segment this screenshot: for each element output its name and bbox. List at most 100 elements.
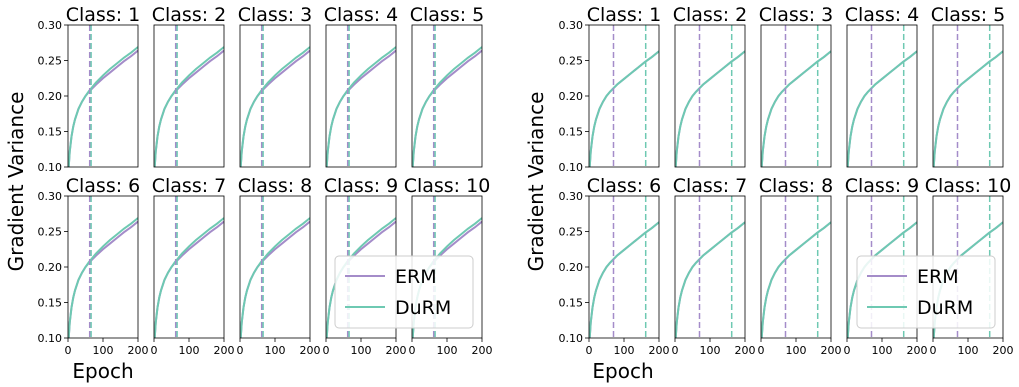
p0-class2-frame [153,24,225,168]
p0-legend-durm-label: DuRM [395,297,451,319]
p0-class8-erm-line [240,220,310,338]
p0-class1-frame [67,24,139,168]
p0-class6-ytick-label-3: 0.25 [38,226,63,239]
p1-class9-xtick-label-0: 0 [844,344,851,357]
p0-class1-ytick-label-1: 0.15 [38,126,63,139]
p0-class9-xtick-label-0: 0 [323,344,330,357]
p0-class1-durm-line [68,46,138,167]
p1-class1-ytick-label-4: 0.30 [559,19,584,32]
p0-class1-title: Class: 1 [66,4,141,26]
p1-class8-xtick-label-2: 200 [821,344,842,357]
p1-class6-frame [588,195,660,339]
p1-class10-xtick-label-0: 0 [930,344,937,357]
p0-class3-title: Class: 3 [238,4,313,26]
p0-class1-ytick-label-0: 0.10 [38,161,63,174]
p0-class6-ytick-label-0: 0.10 [38,332,63,345]
p0-class7-frame [153,195,225,339]
p1-class9-xtick-label-2: 200 [907,344,928,357]
p0-class4-durm-line [326,46,396,167]
p1-x-axis-label: Epoch [592,359,653,383]
p0-class4-erm-line [326,49,396,167]
p1-class8-erm-line [761,221,831,338]
p0-class10-xtick-label-0: 0 [409,344,416,357]
p0-class5-frame [411,24,483,168]
p1-class7-xtick-label-0: 0 [672,344,679,357]
p1-class2-durm-line [675,50,745,167]
p0-class10-title: Class: 10 [404,175,491,197]
p0-class10-xtick-label-1: 100 [437,344,458,357]
p1-class4-frame [846,24,918,168]
p0-class3-frame [239,24,311,168]
p0-class2-erm-line [154,49,224,167]
p1-class3-erm-line [761,50,831,167]
p1-class6-erm-line [589,221,659,338]
p0-class5-title: Class: 5 [410,4,485,26]
p1-class9-title: Class: 9 [845,175,920,197]
p0-class6-title: Class: 6 [66,175,141,197]
p1-class1-title: Class: 1 [587,4,662,26]
p0-class6-xtick-label-1: 100 [93,344,114,357]
p1-class7-xtick-label-1: 100 [700,344,721,357]
p1-class8-durm-line [761,221,831,338]
p0-y-axis-label: Gradient Variance [4,92,28,272]
p1-legend-durm-label: DuRM [917,297,973,319]
p1-class5-erm-line [933,50,1003,167]
p1-class6-ytick-label-3: 0.25 [559,226,584,239]
p1-class1-ytick-label-1: 0.15 [559,126,584,139]
p1-class2-frame [674,24,746,168]
p1-class3-frame [760,24,832,168]
p0-class6-erm-line [68,220,138,338]
p0-class7-xtick-label-1: 100 [179,344,200,357]
p0-class6-durm-line [68,217,138,338]
p0-class6-ytick-label-1: 0.15 [38,297,63,310]
p1-class6-ytick-label-1: 0.15 [559,297,584,310]
p0-class5-durm-line [412,46,482,167]
p1-class6-title: Class: 6 [587,175,662,197]
p1-class6-xtick-label-1: 100 [614,344,635,357]
p1-y-axis-label: Gradient Variance [524,92,548,272]
p1-class10-xtick-label-2: 200 [993,344,1014,357]
p1-class6-ytick-label-4: 0.30 [559,190,584,203]
p0-class2-title: Class: 2 [152,4,227,26]
p0-class1-erm-line [68,49,138,167]
p0-class3-erm-line [240,49,310,167]
p1-class5-title: Class: 5 [931,4,1006,26]
p0-class8-xtick-label-0: 0 [237,344,244,357]
p0-legend-erm-label: ERM [395,266,437,288]
p0-class10-xtick-label-2: 200 [472,344,493,357]
p0-class3-durm-line [240,46,310,167]
p0-class7-xtick-label-2: 200 [214,344,235,357]
p1-legend-erm-label: ERM [917,266,959,288]
p0-class7-erm-line [154,220,224,338]
p1-class7-durm-line [675,221,745,338]
p1-legend-box [856,255,996,329]
p0-class9-xtick-label-2: 200 [386,344,407,357]
p1-class7-title: Class: 7 [673,175,748,197]
p1-class2-title: Class: 2 [673,4,748,26]
p1-class6-ytick-label-2: 0.20 [559,261,584,274]
p1-class10-xtick-label-1: 100 [958,344,979,357]
p1-class3-durm-line [761,50,831,167]
p1-class1-ytick-label-3: 0.25 [559,55,584,68]
p0-class7-durm-line [154,217,224,338]
p1-class5-durm-line [933,50,1003,167]
p1-class7-xtick-label-2: 200 [735,344,756,357]
p1-class9-xtick-label-1: 100 [872,344,893,357]
p1-class10-title: Class: 10 [925,175,1012,197]
p1-class8-xtick-label-1: 100 [786,344,807,357]
p0-class7-xtick-label-0: 0 [151,344,158,357]
p1-class6-durm-line [589,221,659,338]
p0-class8-xtick-label-1: 100 [265,344,286,357]
p0-class9-xtick-label-1: 100 [351,344,372,357]
p0-class6-xtick-label-0: 0 [65,344,72,357]
p0-x-axis-label: Epoch [72,359,133,383]
p0-class5-erm-line [412,49,482,167]
p0-class9-title: Class: 9 [324,175,399,197]
p0-class4-title: Class: 4 [324,4,399,26]
p0-class2-durm-line [154,46,224,167]
p1-class7-erm-line [675,221,745,338]
p1-class6-ytick-label-0: 0.10 [559,332,584,345]
p0-class1-ytick-label-3: 0.25 [38,55,63,68]
p1-class3-title: Class: 3 [759,4,834,26]
p0-class6-ytick-label-4: 0.30 [38,190,63,203]
